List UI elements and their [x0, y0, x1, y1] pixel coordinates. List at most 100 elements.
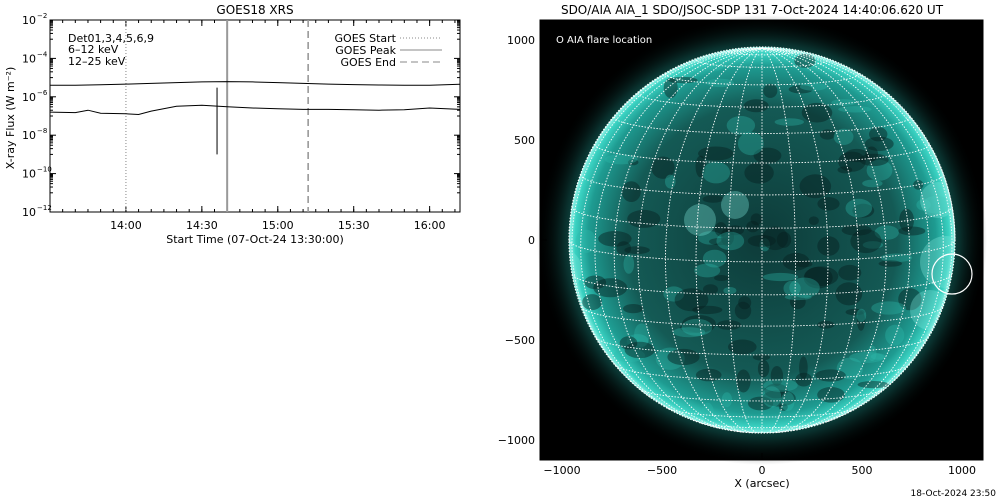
texture-blob — [837, 166, 853, 174]
texture-blob — [776, 231, 792, 248]
texture-blob — [694, 263, 721, 278]
texture-blob — [748, 396, 774, 411]
texture-blob — [817, 197, 840, 211]
texture-blob — [702, 161, 731, 184]
texture-blob — [717, 320, 741, 330]
texture-blob — [795, 372, 813, 387]
y-tick-label: 10 — [22, 206, 36, 219]
flare-location-annotation: O AIA flare location — [556, 35, 652, 46]
texture-blob — [885, 324, 905, 346]
texture-blob — [817, 236, 840, 256]
texture-blob — [720, 228, 735, 246]
channels-label: Det01,3,4,5,6,9 — [68, 32, 154, 45]
texture-blob — [598, 231, 632, 247]
texture-blob — [859, 153, 889, 167]
parallel-line — [667, 407, 857, 418]
series-line-1 — [49, 104, 461, 116]
texture-blob — [681, 318, 713, 336]
texture-blob — [922, 196, 952, 214]
texture-blob — [815, 369, 846, 382]
meridian-line — [695, 47, 763, 434]
texture-blob — [655, 347, 685, 370]
texture-blob — [702, 249, 727, 268]
texture-blob — [762, 389, 796, 407]
texture-blob — [783, 280, 801, 296]
texture-blob — [734, 301, 752, 320]
texture-blob — [726, 116, 756, 135]
image-y-tick-label: 0 — [528, 234, 535, 247]
meridian-line — [761, 47, 956, 241]
texture-blob — [763, 379, 798, 392]
texture-blob — [836, 357, 864, 380]
texture-blob — [702, 195, 724, 203]
image-x-tick-label: −500 — [647, 464, 677, 477]
texture-blob — [746, 220, 760, 233]
texture-blob — [762, 226, 789, 251]
texture-blob — [916, 199, 931, 211]
image-title: SDO/AIA AIA_1 SDO/JSOC-SDP 131 7-Oct-202… — [561, 3, 944, 17]
texture-blob — [703, 284, 718, 295]
image-x-tick-label: 0 — [759, 464, 766, 477]
texture-blob — [593, 278, 628, 298]
texture-blob — [795, 260, 813, 268]
x-tick-label: 16:00 — [414, 219, 446, 232]
texture-blob — [913, 179, 924, 190]
y-tick-exponent: −6 — [37, 89, 48, 97]
parallel-line — [580, 174, 944, 196]
texture-blob — [774, 118, 804, 126]
texture-blob — [723, 287, 737, 295]
y-axis-label: X-ray Flux (W m⁻²) — [4, 67, 17, 169]
texture-blob — [866, 159, 893, 181]
texture-blob — [799, 174, 832, 199]
parallel-line — [568, 239, 956, 263]
heliographic-grid — [568, 47, 956, 434]
texture-blob — [799, 356, 808, 380]
texture-blob — [616, 241, 632, 256]
texture-blob — [716, 231, 745, 251]
texture-blob — [672, 327, 706, 338]
plot-title: GOES18 XRS — [216, 3, 293, 17]
texture-blob — [582, 294, 602, 311]
texture-blob — [763, 83, 778, 98]
texture-blob — [747, 235, 776, 247]
x-tick-label: 14:30 — [186, 219, 218, 232]
texture-blob — [789, 294, 806, 310]
texture-blob — [584, 275, 607, 290]
y-tick-label: 10 — [22, 129, 36, 142]
legend-goes-peak: GOES Peak — [335, 44, 396, 57]
texture-blob — [737, 131, 764, 156]
texture-blob — [838, 264, 862, 281]
marker-legend: GOES Start GOES Peak GOES End — [335, 32, 442, 69]
texture-blob — [857, 381, 889, 389]
texture-blob — [663, 77, 678, 99]
x-axis-label: Start Time (07-Oct-24 13:30:00) — [166, 233, 344, 246]
texture-blob — [808, 216, 819, 225]
texture-blob — [849, 351, 885, 363]
texture-blob — [845, 198, 873, 218]
texture-blob — [856, 308, 867, 322]
texture-blob — [838, 106, 872, 113]
parallel-line — [594, 144, 930, 164]
parallel-line — [637, 92, 887, 108]
texture-blob — [788, 85, 814, 94]
texture-blob — [899, 208, 914, 232]
parallel-line — [639, 388, 885, 402]
texture-blob — [819, 129, 836, 140]
image-y-ticks: 1000 500 0 −500 −1000 — [498, 34, 547, 447]
texture-blob — [634, 323, 650, 347]
active-region-glow — [920, 236, 955, 288]
texture-blob — [707, 58, 725, 71]
parallel-line — [695, 59, 829, 68]
texture-blob — [757, 359, 770, 378]
texture-blob — [864, 136, 894, 152]
aia-image-panel: SDO/AIA AIA_1 SDO/JSOC-SDP 131 7-Oct-202… — [498, 3, 987, 490]
meridian-line — [665, 47, 763, 433]
meridian-line — [761, 47, 944, 423]
texture-blob — [803, 266, 833, 289]
texture-blob — [874, 225, 899, 240]
meridian-line — [728, 47, 763, 434]
texture-blob — [841, 224, 872, 236]
texture-blob — [759, 238, 770, 252]
flux-series — [49, 81, 461, 155]
